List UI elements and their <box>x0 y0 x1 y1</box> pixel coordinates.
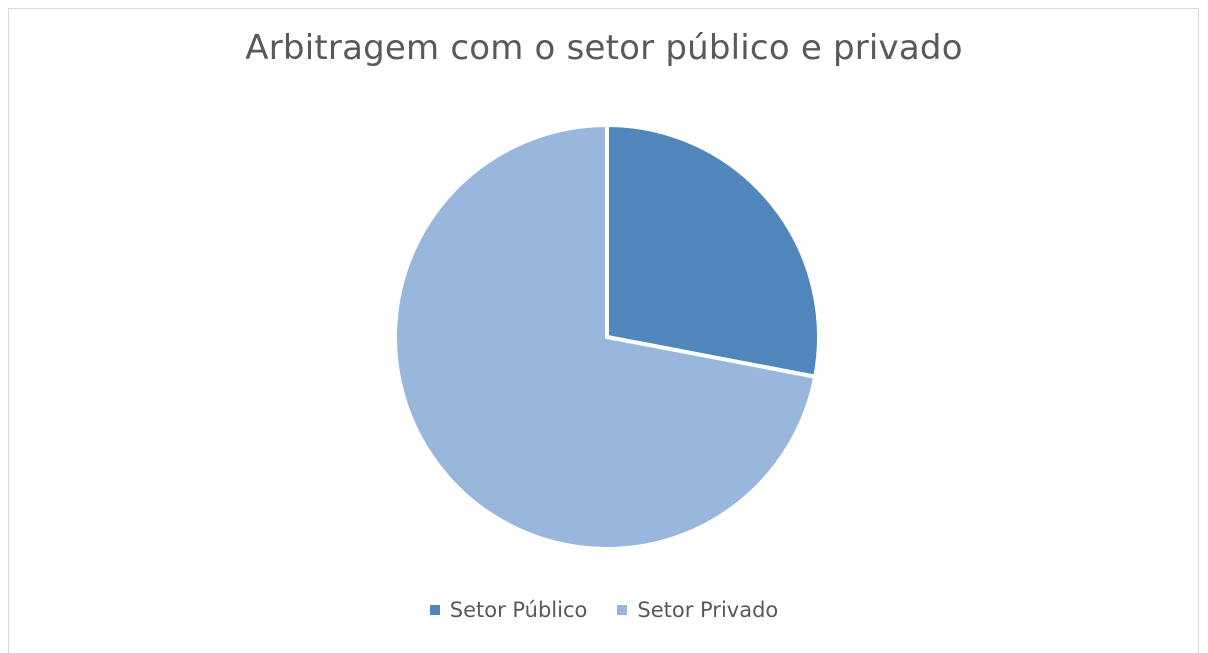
chart-title: Arbitragem com o setor público e privado <box>245 28 963 68</box>
legend-label-setor-privado: Setor Privado <box>637 598 779 622</box>
legend-label-setor-publico: Setor Público <box>449 598 588 622</box>
pie-slice-setor-privado <box>393 122 818 551</box>
legend-swatch-setor-privado <box>617 605 628 615</box>
pie-slice-setor-p-blico <box>605 122 821 380</box>
chart-legend: Setor Público Setor Privado <box>0 598 1208 622</box>
legend-item-setor-privado: Setor Privado <box>617 598 778 622</box>
legend-item-setor-publico: Setor Público <box>429 598 588 622</box>
legend-swatch-setor-publico <box>429 605 440 615</box>
